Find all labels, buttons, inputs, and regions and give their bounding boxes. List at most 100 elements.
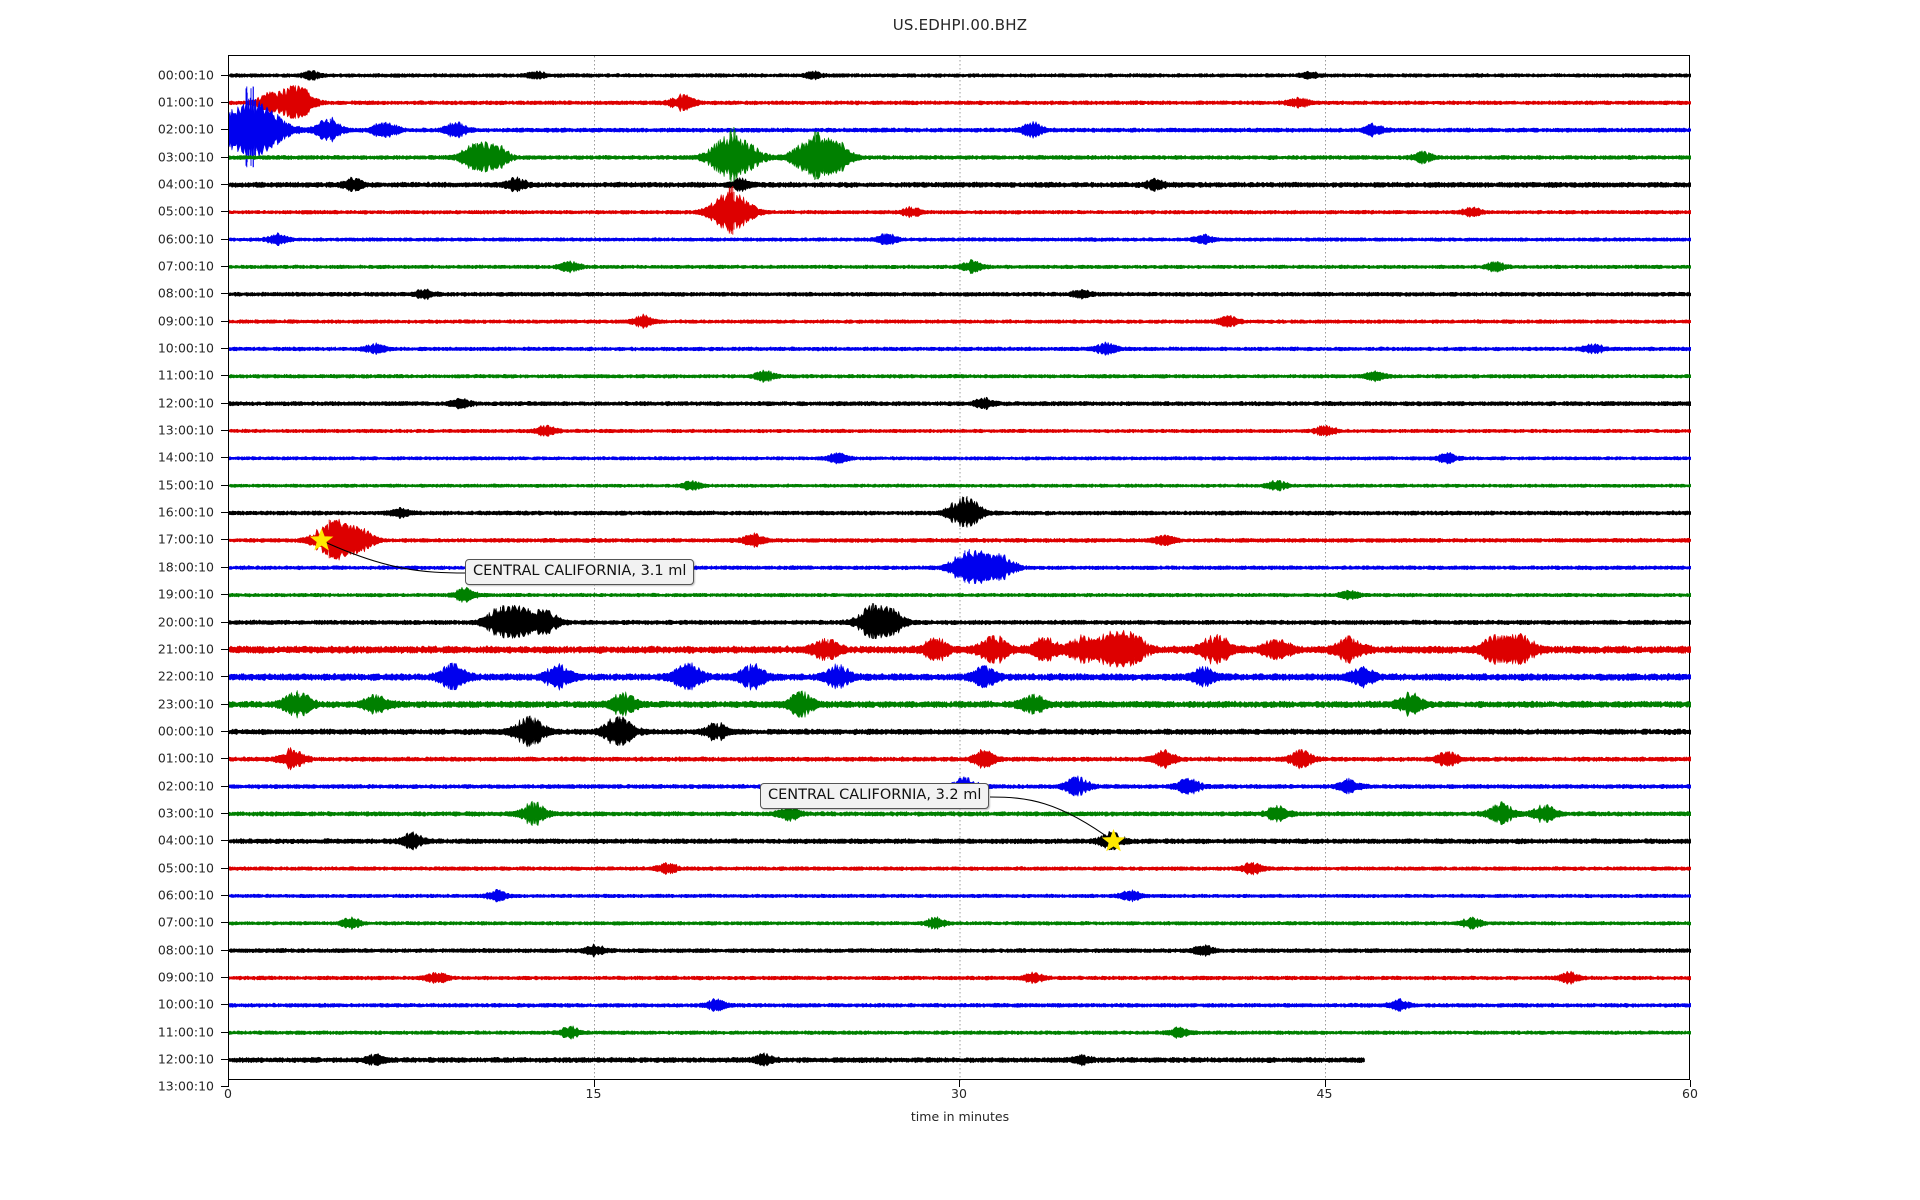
earthquake-star-marker	[309, 528, 334, 551]
trace-event-spike	[836, 666, 840, 687]
trace-row	[229, 629, 1691, 668]
trace-event-spike	[344, 526, 348, 553]
y-tick-label: 03:00:10	[157, 805, 214, 821]
annotation-leader-line	[989, 796, 1114, 842]
y-tick-label: 17:00:10	[157, 531, 214, 547]
event-annotation-label: CENTRAL CALIFORNIA, 3.2 ml	[760, 783, 990, 809]
y-tick-label: 02:00:10	[157, 778, 214, 794]
trace-row	[229, 498, 1691, 527]
y-tick-mark	[221, 265, 228, 267]
y-tick-mark	[221, 895, 228, 896]
trace-event-spike	[1275, 807, 1279, 820]
annotation-leader-line	[321, 540, 467, 574]
trace-event-spike	[684, 665, 690, 688]
y-tick-mark	[221, 101, 228, 103]
trace-event-spike	[933, 639, 937, 660]
y-tick-label: 13:00:10	[157, 422, 214, 438]
y-tick-mark	[221, 183, 228, 185]
trace-event-spike	[1031, 696, 1035, 712]
y-tick-mark	[221, 238, 228, 240]
y-tick-mark	[221, 922, 228, 924]
trace-row	[229, 916, 1691, 930]
y-tick-label: 01:00:10	[157, 94, 214, 110]
y-tick-mark	[221, 457, 228, 459]
trace-event-spike	[1108, 635, 1114, 663]
trace-event-spike	[526, 715, 532, 746]
y-tick-label: 16:00:10	[157, 504, 214, 520]
annotation-markers-group	[309, 528, 1126, 852]
trace-row	[229, 424, 1691, 437]
trace-event-spike	[1274, 639, 1278, 659]
y-tick-mark	[221, 1004, 228, 1006]
trace-row	[229, 800, 1691, 826]
y-tick-mark	[221, 867, 228, 869]
trace-event-spike	[1498, 806, 1503, 821]
page-title: US.EDHPI.00.BHZ	[892, 16, 1028, 34]
trace-event-spike	[383, 122, 387, 137]
trace-event-spike	[518, 608, 524, 635]
trace-event-spike	[1074, 776, 1080, 795]
trace-row	[229, 550, 1691, 584]
y-tick-label: 06:00:10	[157, 887, 214, 903]
x-tick-label: 15	[585, 1086, 602, 1101]
trace-event-spike	[729, 127, 737, 184]
trace-row	[229, 313, 1691, 329]
y-tick-label: 03:00:10	[157, 149, 214, 165]
y-tick-label: 09:00:10	[157, 313, 214, 329]
earthquake-star-marker	[1101, 828, 1126, 852]
trace-event-spike	[299, 92, 305, 112]
trace-event-spike	[453, 122, 457, 137]
trace-event-spike	[787, 806, 791, 821]
y-tick-mark	[221, 648, 228, 650]
trace-row	[229, 176, 1691, 193]
y-tick-mark	[221, 840, 228, 842]
y-tick-mark	[221, 539, 228, 541]
trace-event-spike	[1128, 635, 1133, 663]
y-tick-mark	[221, 594, 228, 596]
y-tick-label: 00:00:10	[157, 723, 214, 739]
trace-row	[229, 369, 1691, 383]
y-tick-mark	[221, 320, 228, 322]
trace-row	[229, 888, 1691, 903]
x-tick-label: 45	[1316, 1086, 1333, 1101]
trace-event-spike	[680, 94, 685, 110]
y-tick-mark	[221, 484, 228, 486]
y-tick-label: 10:00:10	[157, 996, 214, 1012]
trace-event-spike	[889, 612, 895, 632]
y-tick-mark	[221, 74, 228, 76]
trace-event-spike	[326, 118, 332, 140]
trace-event-spike	[621, 693, 625, 714]
trace-row	[229, 341, 1691, 356]
trace-row	[229, 1025, 1691, 1040]
trace-event-spike	[499, 605, 505, 638]
trace-event-spike	[287, 90, 293, 114]
trace-row	[229, 479, 1691, 492]
y-tick-mark	[221, 512, 228, 514]
trace-event-spike	[1213, 637, 1218, 661]
y-tick-label: 07:00:10	[157, 258, 214, 274]
trace-event-spike	[290, 752, 295, 765]
y-tick-mark	[221, 977, 228, 979]
y-tick-label: 15:00:10	[157, 477, 214, 493]
trace-event-spike	[1519, 636, 1523, 662]
x-axis-label: time in minutes	[910, 1109, 1010, 1124]
trace-event-spike	[450, 664, 456, 688]
y-tick-label: 13:00:10	[157, 1078, 214, 1094]
trace-event-spike	[1299, 751, 1304, 767]
trace-event-spike	[410, 834, 413, 847]
x-tick-label: 0	[224, 1086, 232, 1101]
trace-row	[229, 232, 1691, 247]
trace-event-spike	[812, 131, 821, 180]
y-tick-mark	[221, 1086, 228, 1088]
y-tick-label: 19:00:10	[157, 586, 214, 602]
x-tick-mark	[228, 1080, 229, 1087]
y-tick-mark	[221, 758, 228, 760]
trace-row	[229, 259, 1691, 275]
y-tick-mark	[221, 1059, 228, 1061]
y-tick-label: 04:00:10	[157, 176, 214, 192]
y-tick-mark	[221, 348, 228, 349]
trace-event-spike	[982, 668, 987, 685]
trace-row	[229, 135, 1691, 179]
y-tick-mark	[221, 1031, 228, 1033]
